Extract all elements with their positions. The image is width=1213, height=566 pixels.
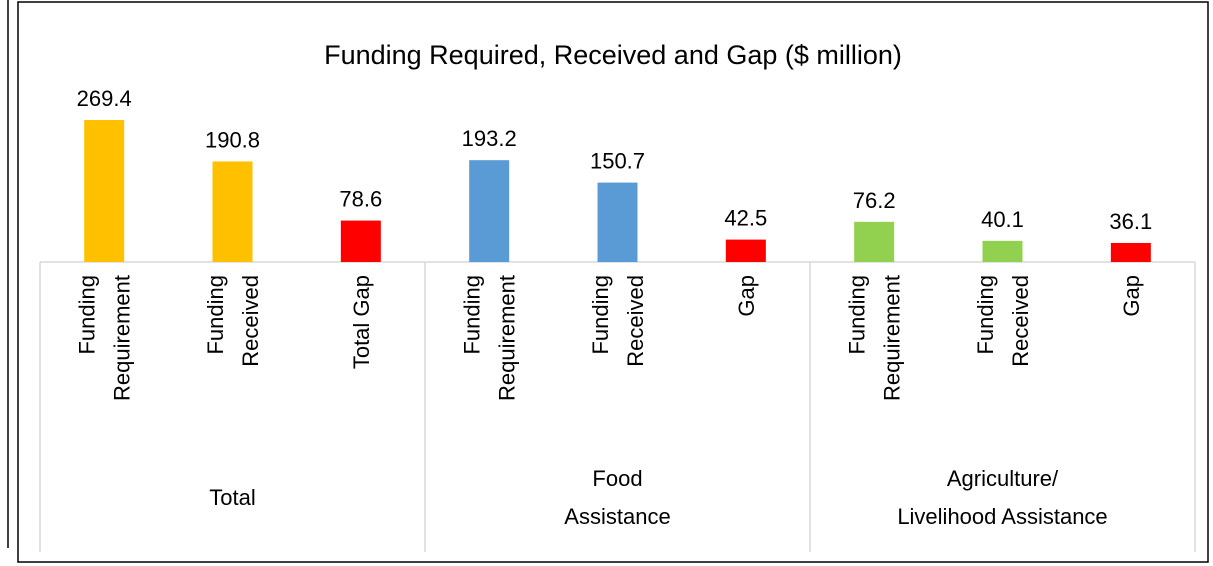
bar xyxy=(1110,242,1151,262)
bar xyxy=(212,161,253,262)
group-label: Total xyxy=(209,485,255,510)
data-label: 190.8 xyxy=(205,127,260,152)
data-label: 269.4 xyxy=(77,86,132,111)
x-tick-label: Gap xyxy=(1119,275,1144,317)
bar xyxy=(597,182,638,262)
bar xyxy=(725,239,766,262)
data-label: 193.2 xyxy=(462,126,517,151)
x-tick-label-group: Funding Received xyxy=(973,275,1033,367)
x-tick-label: Funding Received xyxy=(973,275,1033,367)
x-tick-label: Funding Requirement xyxy=(460,275,520,401)
x-tick-label: Total Gap xyxy=(349,275,374,369)
x-tick-label-group: Funding Requirement xyxy=(845,275,905,401)
x-tick-label: Funding Received xyxy=(203,275,263,367)
x-tick-label: Funding Requirement xyxy=(75,275,135,401)
x-tick-label: Funding Received xyxy=(588,275,648,367)
x-tick-label-group: Funding Received xyxy=(588,275,648,367)
x-tick-label-group: Funding Requirement xyxy=(460,275,520,401)
bar xyxy=(854,221,895,262)
x-tick-label-group: Funding Requirement xyxy=(75,275,135,401)
data-label: 76.2 xyxy=(853,188,896,213)
bar xyxy=(84,120,125,262)
bar xyxy=(469,160,510,262)
data-label: 36.1 xyxy=(1109,209,1152,234)
x-tick-label-group: Gap xyxy=(734,275,759,317)
data-label: 150.7 xyxy=(590,149,645,174)
group-label: Food Assistance xyxy=(564,466,670,529)
bar xyxy=(982,240,1023,262)
data-label: 40.1 xyxy=(981,207,1024,232)
group-label: Agriculture/Livelihood Assistance xyxy=(897,466,1107,529)
x-tick-label: Gap xyxy=(734,275,759,317)
x-tick-label-group: Funding Received xyxy=(203,275,263,367)
bar xyxy=(340,220,381,262)
chart-title: Funding Required, Received and Gap ($ mi… xyxy=(324,40,902,70)
chart-border xyxy=(17,1,1209,563)
data-label: 78.6 xyxy=(339,187,382,212)
x-tick-label: Funding Requirement xyxy=(845,275,905,401)
data-label: 42.5 xyxy=(724,206,767,231)
x-tick-label-group: Gap xyxy=(1119,275,1144,317)
x-tick-label-group: Total Gap xyxy=(349,275,374,369)
